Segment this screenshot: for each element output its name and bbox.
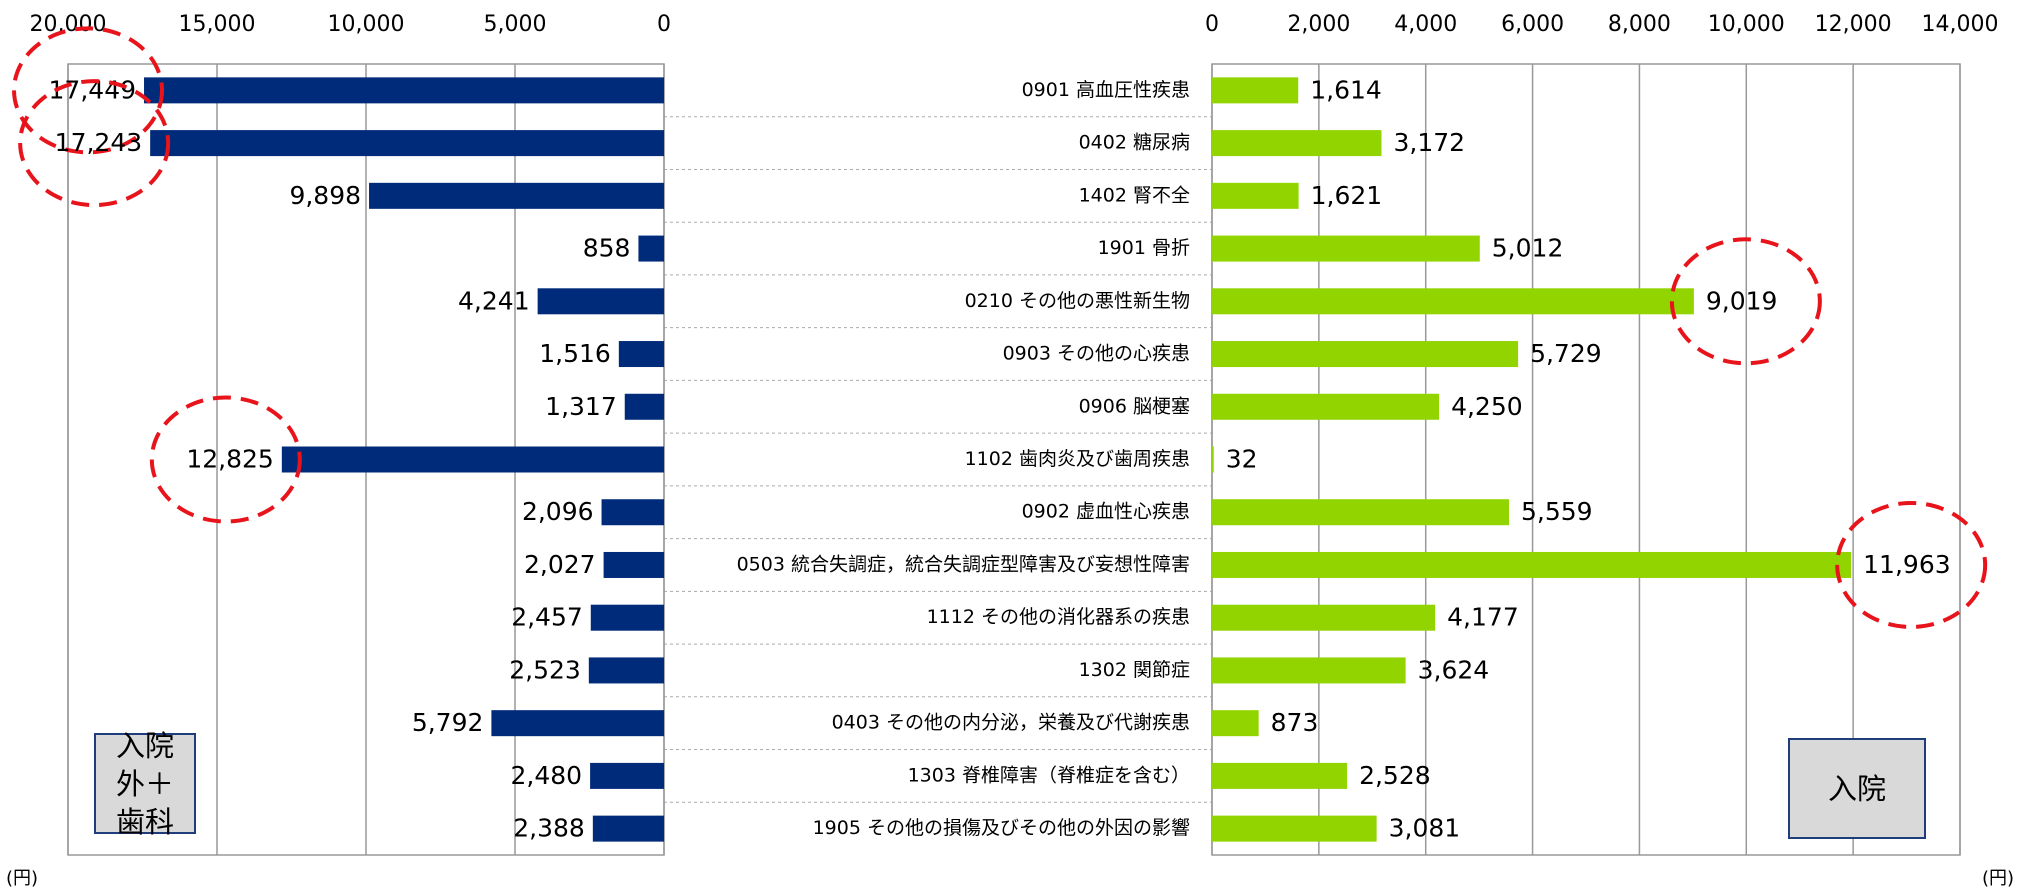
value-label: 4,241	[458, 286, 530, 315]
legend-box: 入院	[1788, 738, 1926, 839]
value-label: 9,898	[289, 181, 361, 210]
bar	[1212, 130, 1382, 157]
x-tick-label: 5,000	[484, 12, 547, 37]
bar	[590, 762, 664, 789]
bar	[537, 288, 664, 315]
value-label: 1,621	[1311, 181, 1383, 210]
value-label: 4,250	[1451, 392, 1523, 421]
category-label: 0503 統合失調症，統合失調症型障害及び妄想性障害	[737, 553, 1190, 575]
value-label: 2,528	[1359, 761, 1431, 790]
bar	[1212, 393, 1440, 420]
value-label: 1,516	[539, 339, 611, 368]
value-label: 2,480	[511, 761, 583, 790]
bar	[369, 182, 664, 209]
category-label: 0901 高血圧性疾患	[1022, 79, 1190, 101]
bar	[1212, 604, 1436, 631]
highlight-circle	[1669, 237, 1822, 366]
category-label: 0902 虚血性心疾患	[1022, 501, 1190, 523]
category-label: 0903 その他の心疾患	[1003, 343, 1190, 365]
bar	[638, 235, 664, 262]
value-label: 2,523	[509, 655, 581, 684]
value-label: 9,019	[1706, 286, 1778, 315]
category-label: 1112 その他の消化器系の疾患	[927, 606, 1190, 628]
bar	[590, 604, 664, 631]
value-label: 873	[1271, 708, 1319, 737]
highlight-circle	[18, 79, 171, 208]
bar	[281, 446, 664, 473]
value-label: 1,614	[1310, 75, 1382, 104]
x-tick-label: 14,000	[1922, 12, 1999, 37]
category-label: 1102 歯肉炎及び歯周疾患	[965, 448, 1190, 470]
value-label: 12,825	[186, 445, 273, 474]
bar	[1212, 710, 1259, 737]
bar	[1212, 657, 1406, 684]
value-label: 11,963	[1863, 550, 1950, 579]
value-label: 5,729	[1530, 339, 1602, 368]
bar	[603, 551, 664, 578]
unit-label: (円)	[1982, 868, 2014, 889]
bar	[491, 710, 664, 737]
value-label: 2,457	[511, 603, 583, 632]
x-tick-label: 6,000	[1501, 12, 1564, 37]
highlight-circle	[1835, 500, 1988, 629]
x-tick-label: 10,000	[328, 12, 405, 37]
value-label: 2,096	[522, 497, 594, 526]
highlight-circle	[12, 26, 165, 155]
bar	[150, 130, 665, 157]
x-tick-label: 0	[1205, 12, 1219, 37]
bar	[1212, 288, 1694, 315]
category-label: 1302 関節症	[1079, 659, 1190, 681]
bar	[1212, 446, 1214, 473]
category-label: 0402 糖尿病	[1079, 132, 1190, 154]
bar	[588, 657, 664, 684]
x-tick-label: 8,000	[1608, 12, 1671, 37]
value-label: 3,081	[1389, 814, 1461, 843]
x-tick-label: 0	[657, 12, 671, 37]
category-label: 1303 脊椎障害（脊椎症を含む）	[908, 764, 1190, 786]
legend-box: 入院外＋歯科	[94, 729, 196, 839]
value-label: 5,012	[1492, 234, 1564, 263]
highlight-circle	[149, 395, 302, 524]
value-label: 2,388	[513, 814, 585, 843]
category-label: 1402 腎不全	[1079, 184, 1190, 206]
x-tick-label: 2,000	[1287, 12, 1350, 37]
bar	[592, 815, 664, 842]
bar	[1212, 235, 1480, 262]
category-label: 1901 骨折	[1098, 237, 1190, 259]
value-label: 858	[583, 234, 631, 263]
value-label: 17,243	[55, 128, 142, 157]
value-label: 5,559	[1521, 497, 1593, 526]
value-label: 5,792	[412, 708, 484, 737]
category-label: 0403 その他の内分泌，栄養及び代謝疾患	[832, 712, 1190, 734]
category-label: 0906 脳梗塞	[1079, 395, 1190, 417]
x-tick-label: 12,000	[1815, 12, 1892, 37]
unit-label: (円)	[6, 868, 38, 889]
x-tick-label: 10,000	[1708, 12, 1785, 37]
x-tick-label: 4,000	[1394, 12, 1457, 37]
bar	[601, 499, 664, 526]
bar	[624, 393, 664, 420]
value-label: 2,027	[524, 550, 596, 579]
x-tick-label: 20,000	[30, 12, 107, 37]
value-label: 3,624	[1418, 655, 1490, 684]
value-label: 1,317	[545, 392, 617, 421]
bar	[1212, 77, 1299, 104]
bar	[1212, 182, 1299, 209]
bar	[1212, 762, 1348, 789]
x-tick-label: 15,000	[179, 12, 256, 37]
bar	[618, 341, 664, 368]
value-label: 4,177	[1447, 603, 1519, 632]
value-label: 3,172	[1393, 128, 1465, 157]
value-label: 32	[1226, 445, 1258, 474]
category-label: 1905 その他の損傷及びその他の外因の影響	[813, 817, 1190, 839]
bar	[1212, 341, 1519, 368]
bar	[1212, 815, 1377, 842]
category-label: 0210 その他の悪性新生物	[965, 290, 1190, 312]
bar	[1212, 499, 1510, 526]
bar	[1212, 551, 1852, 578]
bar	[144, 77, 665, 104]
